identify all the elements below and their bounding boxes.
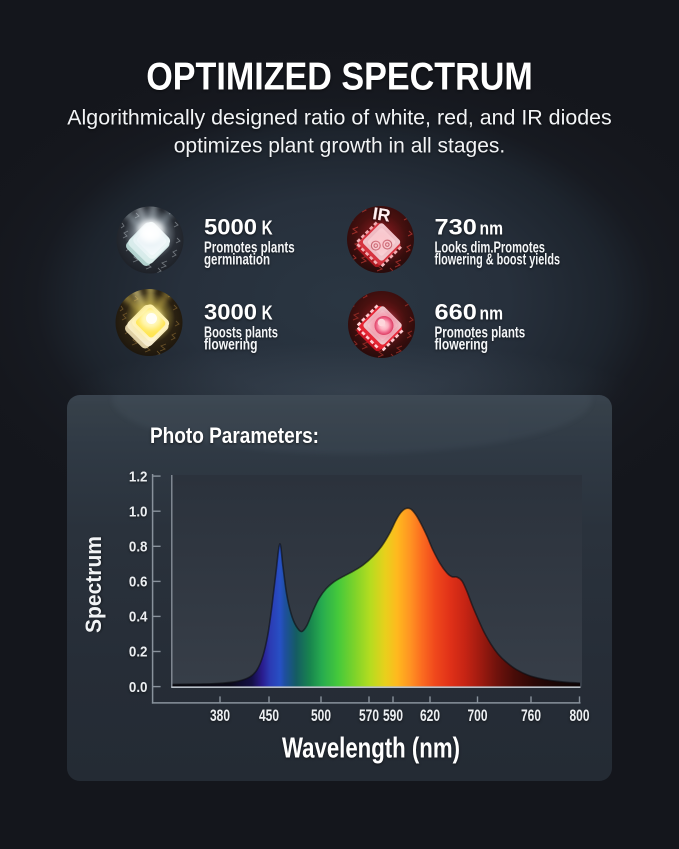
svg-text:500: 500 [311, 707, 331, 725]
svg-text:Algorithmically designed ratio: Algorithmically designed ratio of white,… [67, 106, 611, 129]
svg-text:nm: nm [480, 217, 504, 238]
svg-text:760: 760 [521, 707, 541, 725]
svg-text:5000: 5000 [204, 214, 257, 239]
svg-text:1.2: 1.2 [129, 468, 148, 485]
svg-text:Promotes plants: Promotes plants [204, 240, 295, 257]
svg-text:0.6: 0.6 [129, 574, 148, 591]
svg-text:380: 380 [210, 707, 230, 725]
svg-text:Wavelength (nm): Wavelength (nm) [282, 733, 460, 765]
svg-text:0.0: 0.0 [129, 679, 148, 696]
svg-text:3000: 3000 [204, 299, 257, 324]
svg-text:Looks dim.Promotes: Looks dim.Promotes [435, 240, 546, 257]
svg-text:germination: germination [204, 252, 270, 269]
svg-text:OPTIMIZED SPECTRUM: OPTIMIZED SPECTRUM [146, 56, 533, 99]
svg-text:optimizes plant growth in all: optimizes plant growth in all stages. [174, 134, 506, 157]
svg-text:Photo Parameters:: Photo Parameters: [150, 423, 319, 448]
svg-text:flowering: flowering [204, 337, 258, 354]
svg-text:660: 660 [435, 299, 477, 324]
svg-text:flowering: flowering [435, 337, 489, 354]
svg-text:K: K [262, 216, 273, 239]
svg-text:Spectrum: Spectrum [81, 536, 106, 633]
svg-text:0.2: 0.2 [129, 644, 148, 661]
svg-text:0.8: 0.8 [129, 539, 148, 556]
svg-text:Promotes plants: Promotes plants [435, 325, 526, 342]
svg-text:450: 450 [259, 707, 279, 725]
svg-text:1.0: 1.0 [129, 503, 148, 520]
svg-text:700: 700 [468, 707, 488, 725]
svg-text:590: 590 [383, 707, 403, 725]
svg-text:flowering & boost yields: flowering & boost yields [435, 252, 561, 269]
svg-text:K: K [262, 301, 273, 324]
svg-text:570: 570 [359, 707, 379, 725]
svg-text:730: 730 [435, 214, 477, 239]
svg-text:nm: nm [480, 302, 504, 323]
svg-text:Boosts plants: Boosts plants [204, 325, 278, 342]
svg-text:800: 800 [570, 707, 590, 725]
svg-text:620: 620 [420, 707, 440, 725]
svg-text:0.4: 0.4 [129, 609, 148, 626]
